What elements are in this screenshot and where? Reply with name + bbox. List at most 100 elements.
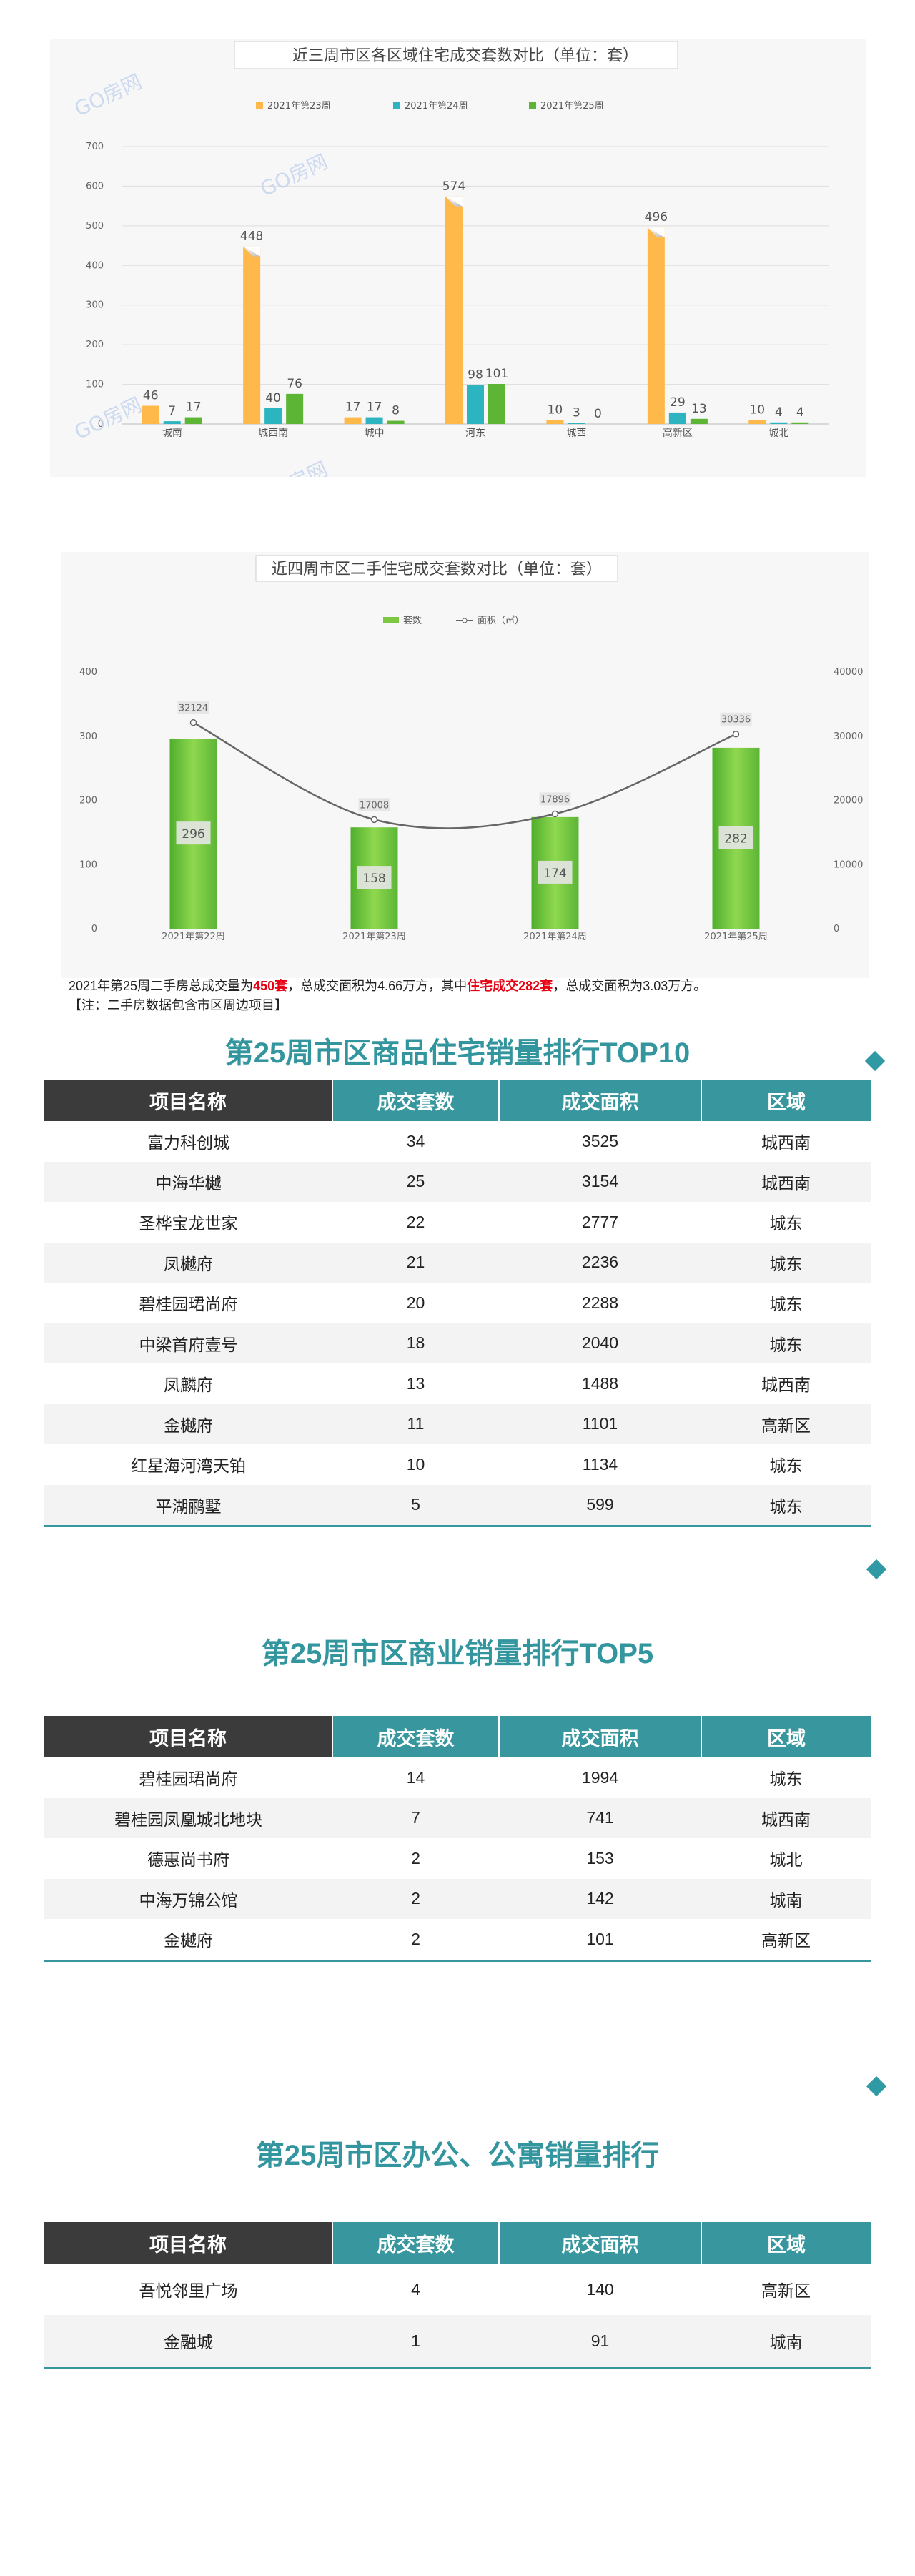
table-cell: 红星海河湾天铂 [131,1456,246,1476]
bar [748,420,766,424]
data-label: 10 [548,403,563,417]
data-label: 17 [186,400,202,415]
bar [264,408,282,424]
bar [243,246,261,424]
table-cell: 城东 [701,1484,871,1527]
table-cell: 城西南 [701,1161,871,1202]
table-cell: 142 [499,1878,701,1919]
chart-title: 近三周市区各区域住宅成交套数对比（单位：套） [292,47,638,65]
table-cell: 21 [332,1242,499,1283]
line-data-label: 32124 [179,704,208,714]
table-cell: 1994 [581,1767,619,1787]
second-hand-summary: 2021年第25周二手房总成交量为450套，总成交面积为4.66万方，其中住宅成… [69,977,876,1015]
data-label: 4 [775,405,783,420]
table-cell: 2 [411,1848,420,1867]
bar [488,384,505,424]
legend-label: 2021年第25周 [540,101,604,112]
office-apartment-table: 项目名称 成交套数 成交面积 区域 吾悦邻里广场 4 140 高新区 金融城 1 91 城南 [44,2222,871,2369]
bar [387,420,405,424]
table-cell: 城南 [701,1878,871,1919]
table-cell: 中海华樾 [44,1161,332,1202]
table-cell: 高新区 [701,1919,871,1962]
summary-note: 【注：二手房数据包含市区周边项目】 [69,998,287,1012]
y-tick-label: 200 [86,340,104,350]
line-label-box [358,798,390,811]
column-header: 区域 [701,2222,871,2264]
data-label: 158 [362,872,385,886]
table-cell: 741 [499,1797,701,1838]
data-label: 17 [345,400,361,415]
y-tick-label: 400 [79,667,97,678]
watermark-text: GO房网 [257,457,331,477]
bar [142,405,159,424]
table-cell: 城西南 [761,1376,811,1395]
data-label-box [538,860,573,884]
table-cell: 金樾府 [44,1403,332,1444]
table-cell: 城东 [701,1242,871,1283]
table-cell: 高新区 [761,2281,811,2300]
x-category-label: 城北 [768,428,788,439]
legend-label: 2021年第23周 [267,101,331,112]
x-category-label: 河东 [465,428,485,439]
x-category-label: 2021年第22周 [162,932,225,942]
bar [568,423,585,424]
y-tick-label: 0 [98,419,104,430]
column-header: 区域 [701,1716,871,1757]
table-cell: 91 [499,2315,701,2369]
table-cell: 德惠尚书府 [147,1850,229,1870]
table-cell: 城东 [701,1323,871,1363]
bar [791,422,809,424]
data-label-box [718,826,753,849]
table-cell: 金融城 [44,2315,332,2369]
table-cell: 高新区 [701,1403,871,1444]
table-cell: 平湖鹂墅 [44,1484,332,1527]
table-cell: 城东 [769,1295,803,1314]
table-cell: 1 [332,2315,499,2369]
data-label-box [357,866,392,889]
line-data-label: 17896 [540,794,570,805]
summary-total-units: 450套 [253,979,288,993]
section-title-office: 第25周市区办公、公寓销量排行 [255,2140,660,2171]
data-label: 29 [670,395,686,410]
table-row: 吾悦邻里广场 4 140 高新区 [44,2264,871,2315]
table-cell: 圣桦宝龙世家 [139,1214,238,1233]
column-header: 成交面积 [499,2222,702,2264]
data-label: 0 [594,407,602,421]
data-label: 448 [240,230,263,244]
table-row: 凤樾府 21 2236 城东 [44,1242,871,1283]
line-label-box [177,701,209,714]
y2-tick-label: 30000 [834,731,863,742]
table-header-row: 项目名称 成交套数 成交面积 区域 [44,1716,871,1757]
y-tick-label: 400 [86,260,104,271]
x-category-label: 2021年第25周 [704,932,768,942]
data-label: 7 [168,404,176,418]
column-header: 成交面积 [499,1080,702,1121]
district-sales-chart-svg: 近三周市区各区域住宅成交套数对比（单位：套） 2021年第23周 2021年第24周… [71,41,829,477]
bar [184,417,202,424]
bar [668,412,686,424]
summary-line-1: 2021年第25周二手房总成交量为450套，总成交面积为4.66万方，其中住宅成… [69,977,876,996]
data-label: 496 [645,210,668,224]
data-label: 98 [468,368,483,383]
table-row: 碧桂园凤凰城北地块 7 741 城西南 [44,1797,871,1838]
table-cell: 22 [406,1212,425,1231]
table-cell: 3525 [581,1131,619,1150]
table-cell: 吾悦邻里广场 [139,2281,238,2300]
table-cell: 18 [332,1323,499,1363]
line-marker [370,816,378,824]
table-cell: 金樾府 [44,1919,332,1962]
table-cell: 25 [332,1161,499,1202]
bar [770,422,788,424]
table-cell: 城北 [769,1850,803,1870]
table-row: 金樾府 11 1101 高新区 [44,1403,871,1444]
bar [445,196,463,424]
table-row: 碧桂园珺尚府 20 2288 城东 [44,1283,871,1323]
data-label: 101 [485,367,508,381]
y-tick-label: 100 [79,859,97,870]
table-cell: 凤樾府 [44,1242,332,1283]
diamond-icon [866,1559,887,1580]
watermark-text: GO房网 [71,393,145,444]
table-cell: 城西南 [701,1797,871,1838]
bar [344,417,362,424]
y2-tick-label: 20000 [834,796,863,806]
